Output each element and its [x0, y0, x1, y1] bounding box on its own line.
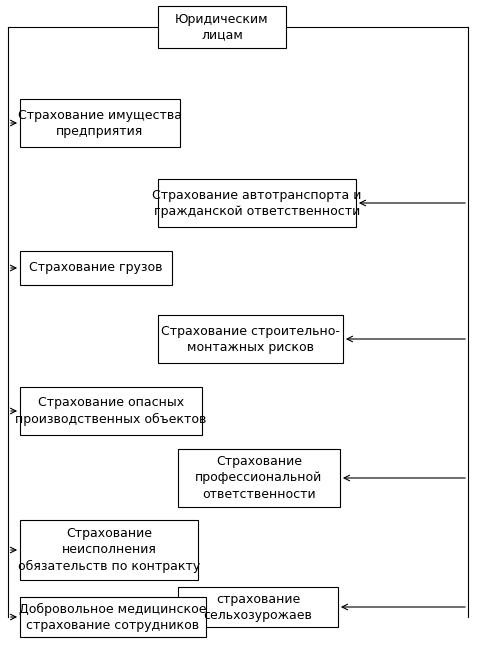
- Text: Юридическим
лицам: Юридическим лицам: [175, 12, 268, 41]
- Text: Страхование опасных
производственных объектов: Страхование опасных производственных объ…: [15, 397, 206, 426]
- Text: Страхование строительно-
монтажных рисков: Страхование строительно- монтажных риско…: [161, 324, 339, 353]
- FancyBboxPatch shape: [20, 99, 180, 147]
- Text: Страхование
профессиональной
ответственности: Страхование профессиональной ответственн…: [195, 455, 322, 501]
- FancyBboxPatch shape: [20, 251, 172, 285]
- FancyBboxPatch shape: [158, 6, 286, 48]
- Text: страхование
сельхозурожаев: страхование сельхозурожаев: [203, 593, 312, 622]
- Text: Страхование имущества
предприятия: Страхование имущества предприятия: [18, 108, 182, 137]
- FancyBboxPatch shape: [158, 315, 342, 363]
- Text: Добровольное медицинское
страхование сотрудников: Добровольное медицинское страхование сот…: [19, 602, 206, 631]
- Text: Страхование
неисполнения
обязательств по контракту: Страхование неисполнения обязательств по…: [18, 528, 200, 573]
- FancyBboxPatch shape: [20, 387, 201, 435]
- Text: Страхование грузов: Страхование грузов: [29, 261, 163, 275]
- FancyBboxPatch shape: [20, 597, 206, 637]
- FancyBboxPatch shape: [178, 449, 339, 507]
- FancyBboxPatch shape: [178, 587, 337, 627]
- FancyBboxPatch shape: [20, 520, 197, 580]
- FancyBboxPatch shape: [158, 179, 355, 227]
- Text: Страхование автотранспорта и
гражданской ответственности: Страхование автотранспорта и гражданской…: [152, 188, 361, 217]
